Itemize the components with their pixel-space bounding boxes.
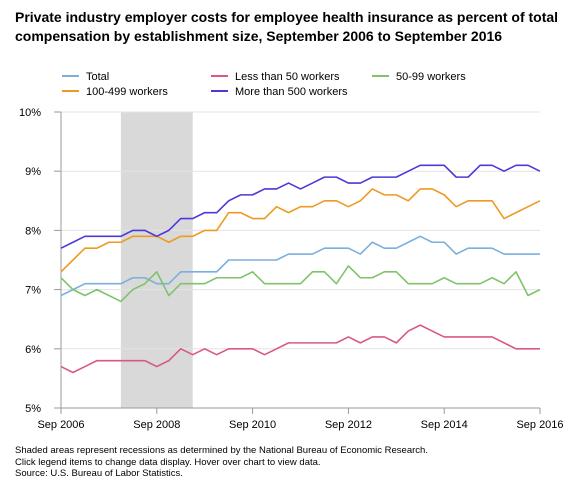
x-tick-label: Sep 2012 [325, 419, 372, 431]
y-tick-label: 7% [25, 285, 41, 297]
legend-label-50-99: 50-99 workers [396, 71, 466, 83]
y-tick-label: 10% [19, 107, 41, 119]
chart-legend: Total Less than 50 workers 50-99 workers… [0, 0, 574, 100]
y-tick-label: 5% [25, 403, 41, 415]
axes-group: 5% 6% 7% 8% 9% 10% Sep 2006 Sep 2008 Sep 2010 Sep… [19, 107, 564, 431]
x-tick-label: Sep 2006 [37, 419, 84, 431]
legend-label-total: Total [86, 71, 110, 83]
series-lines-group [60, 164, 541, 374]
y-tick-label: 6% [25, 344, 41, 356]
note-recession: Shaded areas represent recessions as det… [15, 445, 428, 456]
legend-swatch-less-than-50 [211, 75, 228, 78]
x-tick-label: Sep 2010 [229, 419, 276, 431]
chart-title: Private industry employer costs for empl… [15, 9, 559, 44]
series-line-more-than-500-workers[interactable] [60, 164, 541, 249]
legend-label-100-499: 100-499 workers [86, 86, 168, 98]
legend-item-100-499[interactable]: 100-499 workers [62, 86, 168, 99]
legend-swatch-100-499 [62, 90, 79, 93]
y-tick-label: 8% [25, 225, 41, 237]
series-line-less-than-50-workers[interactable] [60, 324, 540, 374]
series-line-100-499-workers[interactable] [60, 188, 541, 273]
series-line-50-99-workers[interactable] [60, 265, 541, 303]
y-tick-label: 9% [25, 166, 41, 178]
legend-swatch-50-99 [372, 75, 389, 78]
recession-shading-group [120, 112, 193, 408]
legend-item-more-than-500[interactable]: More than 500 workers [211, 86, 348, 99]
legend-swatch-more-than-500 [211, 90, 228, 93]
x-tick-label: Sep 2008 [133, 419, 180, 431]
series-line-total[interactable] [60, 235, 540, 297]
legend-item-total[interactable]: Total [62, 71, 109, 84]
legend-item-50-99[interactable]: 50-99 workers [372, 71, 466, 84]
legend-item-less-than-50[interactable]: Less than 50 workers [211, 71, 340, 84]
legend-swatch-total [62, 75, 79, 78]
recession-shading [120, 112, 193, 408]
note-source: Source: U.S. Bureau of Labor Statistics. [15, 468, 183, 479]
note-interaction: Click legend items to change data displa… [15, 456, 321, 468]
x-tick-label: Sep 2014 [421, 419, 468, 431]
line-chart[interactable]: 5% 6% 7% 8% 9% 10% Sep 2006 Sep 2008 Sep 2010 Sep… [0, 0, 574, 440]
chart-notes: Shaded areas represent recessions as det… [15, 445, 428, 480]
legend-label-more-than-500: More than 500 workers [235, 86, 348, 98]
x-tick-label: Sep 2016 [516, 419, 563, 431]
legend-label-less-than-50: Less than 50 workers [235, 71, 340, 83]
